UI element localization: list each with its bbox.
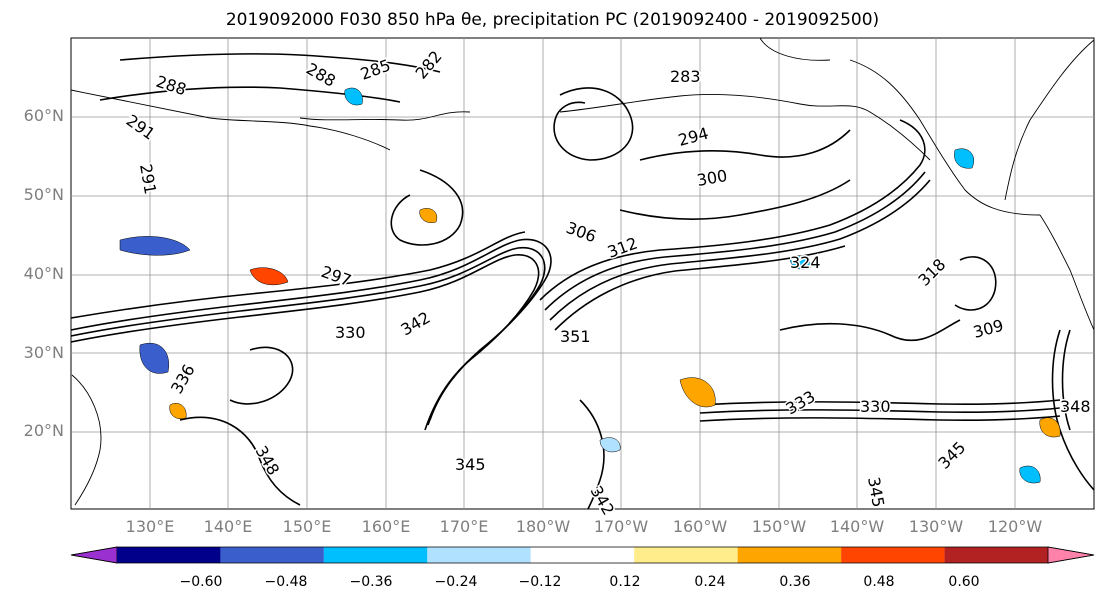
colorbar-tick-label: −0.24 (434, 574, 478, 590)
contour-label: 283 (670, 67, 701, 86)
contour-label: 330 (335, 323, 366, 342)
lon-label: 170°W (593, 517, 649, 536)
lon-label: 160°E (361, 517, 411, 536)
colorbar-segment (220, 547, 324, 563)
precip-patches (119, 87, 1061, 484)
lon-label: 140°W (829, 517, 885, 536)
colorbar-tick-label: 0.24 (694, 574, 726, 590)
lon-label: 150°W (751, 517, 807, 536)
colorbar-extend-low (70, 546, 118, 564)
lat-label: 40°N (23, 264, 64, 283)
colorbar-tick-label: −0.12 (518, 574, 562, 590)
colorbar-tick-label: −0.48 (264, 574, 308, 590)
colorbar-tick-label: 0.48 (863, 574, 895, 590)
lat-label: 60°N (23, 106, 64, 125)
lat-label: 20°N (23, 421, 64, 440)
lat-label: 50°N (23, 185, 64, 204)
contour-label: 351 (560, 327, 591, 346)
contour-label: 291 (136, 162, 160, 195)
colorbar-extend-high (1047, 546, 1095, 564)
lon-label: 140°E (203, 517, 253, 536)
lon-label: 120°W (987, 517, 1043, 536)
colorbar-segment (117, 547, 221, 563)
colorbar-tick-label: 0.36 (779, 574, 811, 590)
colorbar-segment (841, 547, 945, 563)
colorbar (70, 546, 1095, 564)
colorbar-tick-label: −0.36 (349, 574, 393, 590)
contour-label: 348 (1060, 397, 1091, 416)
colorbar-tick-label: 0.60 (948, 574, 980, 590)
lon-label: 130°W (908, 517, 964, 536)
lon-label: 150°E (282, 517, 332, 536)
colorbar-segment (737, 547, 842, 563)
colorbar-segment (634, 547, 738, 563)
colorbar-segment (427, 547, 531, 563)
lat-label: 30°N (23, 343, 64, 362)
map-title: 2019092000 F030 850 hPa θe, precipitatio… (225, 10, 880, 30)
lon-label: 160°W (672, 517, 728, 536)
lon-label: 130°E (125, 517, 175, 536)
contour-label: 324 (790, 253, 821, 272)
colorbar-segment (323, 547, 428, 563)
colorbar-segment (530, 547, 635, 563)
coastlines (70, 37, 1095, 506)
contour-label: 345 (455, 455, 486, 474)
colorbar-outline (70, 546, 1095, 564)
plot-frame (70, 37, 1095, 510)
lon-label: 170°E (439, 517, 489, 536)
colorbar-tick-label: 0.12 (609, 574, 641, 590)
lon-label: 180°W (515, 517, 571, 536)
colorbar-tick-label: −0.60 (179, 574, 223, 590)
contour-label: 330 (860, 397, 891, 416)
colorbar-segment (944, 547, 1048, 563)
